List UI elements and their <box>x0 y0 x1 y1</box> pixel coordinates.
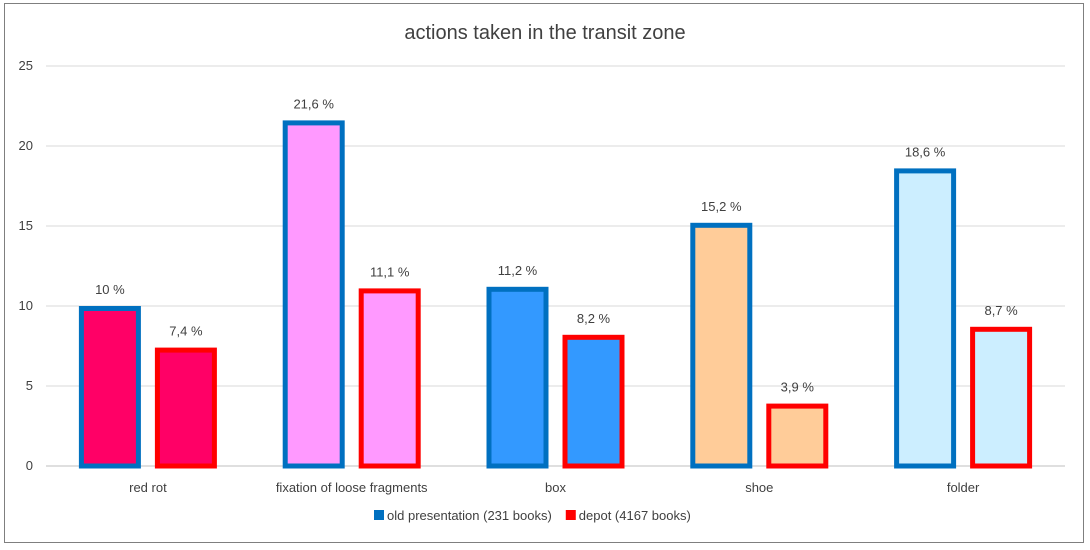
data-label: 8,2 % <box>577 311 611 326</box>
x-tick-label: box <box>545 480 566 495</box>
bar <box>690 222 753 469</box>
legend-label: depot (4167 books) <box>579 508 691 523</box>
bars: 10 % 7,4 % 21,6 % 11,1 % 11,2 % 8,2 % 15,2 % 3,… <box>78 96 1033 469</box>
data-label: 11,1 % <box>370 264 410 279</box>
y-tick-label: 5 <box>26 378 33 393</box>
bar <box>970 326 1033 469</box>
x-tick-label: red rot <box>129 480 167 495</box>
data-label: 15,2 % <box>701 199 742 214</box>
y-axis: 0 5 10 15 20 25 <box>19 58 33 473</box>
bar <box>78 306 141 469</box>
data-label: 18,6 % <box>905 144 946 159</box>
data-label: 10 % <box>95 282 125 297</box>
bar <box>358 288 421 469</box>
chart-title: actions taken in the transit zone <box>404 22 685 44</box>
legend-swatch <box>374 510 384 520</box>
y-tick-label: 0 <box>26 458 33 473</box>
data-label: 3,9 % <box>781 380 815 395</box>
data-label: 8,7 % <box>984 303 1018 318</box>
data-label: 21,6 % <box>293 96 334 111</box>
x-axis: red rot fixation of loose fragments box sho… <box>129 480 980 495</box>
data-label: 11,2 % <box>498 263 538 278</box>
legend: old presentation (231 books) depot (4167 … <box>374 508 691 523</box>
data-label: 7,4 % <box>169 324 203 339</box>
y-tick-label: 10 <box>19 298 33 313</box>
y-tick-label: 15 <box>19 218 33 233</box>
bar <box>154 347 217 469</box>
chart-frame: actions taken in the transit zone 0 5 10 15… <box>4 3 1084 543</box>
bar <box>894 168 957 469</box>
x-tick-label: folder <box>947 480 980 495</box>
bar-chart: actions taken in the transit zone 0 5 10 15… <box>19 22 1065 523</box>
bar <box>562 334 625 469</box>
bar <box>766 403 829 469</box>
x-tick-label: fixation of loose fragments <box>276 480 428 495</box>
legend-label: old presentation (231 books) <box>387 508 552 523</box>
y-tick-label: 20 <box>19 138 33 153</box>
bar <box>282 120 345 469</box>
y-tick-label: 25 <box>19 58 33 73</box>
x-tick-label: shoe <box>745 480 773 495</box>
bar <box>486 286 549 469</box>
legend-swatch <box>565 510 576 520</box>
